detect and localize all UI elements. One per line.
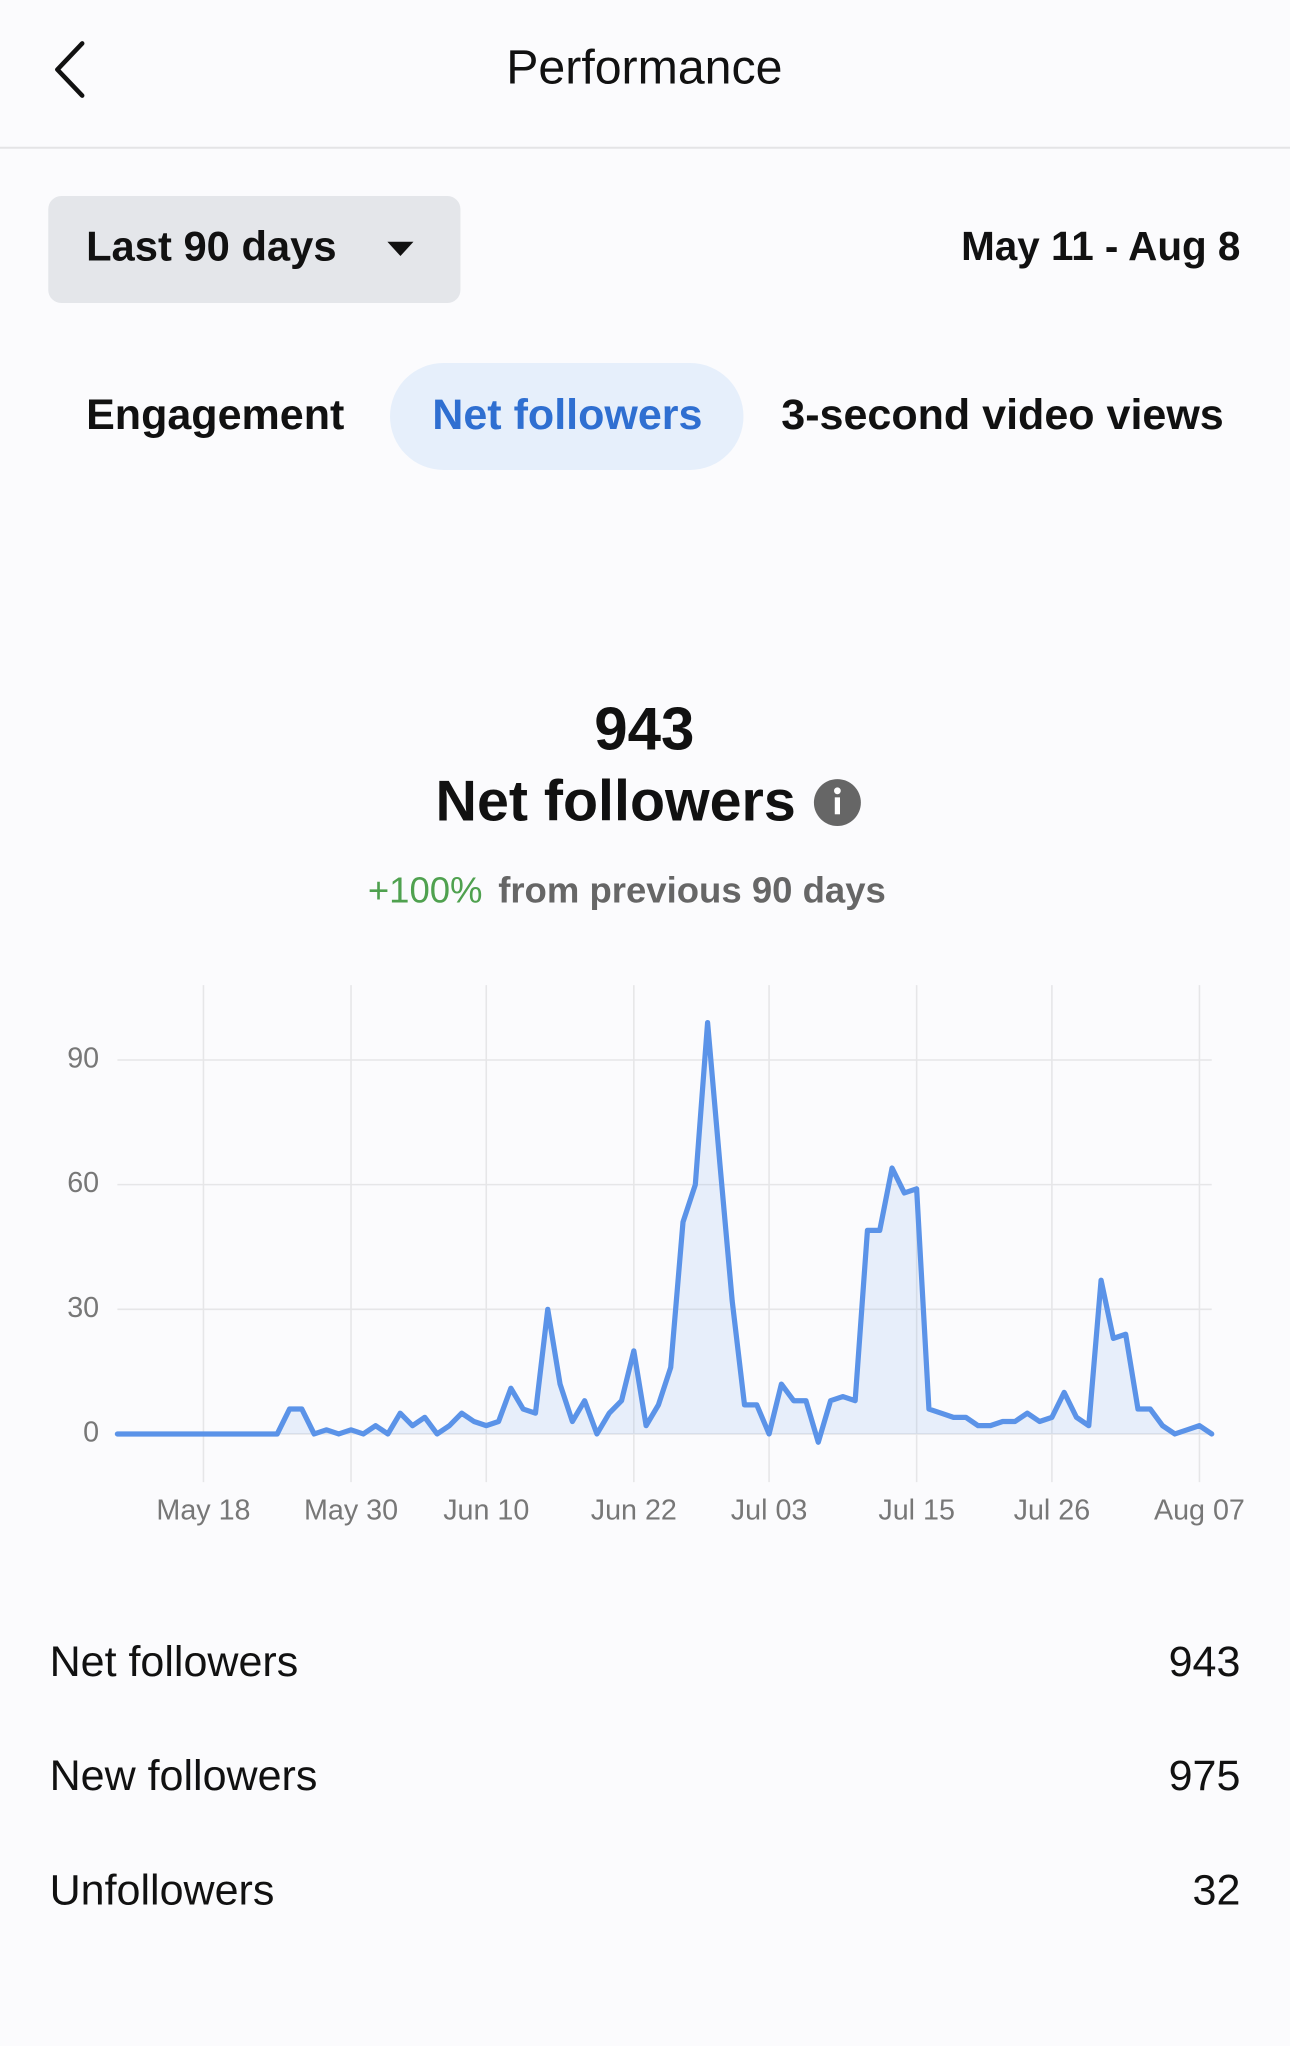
- tab-active[interactable]: Net followers: [432, 391, 702, 439]
- summary-total: 943: [594, 695, 694, 762]
- stat-label: New followers: [50, 1752, 318, 1800]
- y-tick-label: 60: [67, 1167, 99, 1199]
- x-tick-label: Jul 26: [1014, 1495, 1091, 1527]
- range-selector[interactable]: Last 90 days: [48, 196, 461, 303]
- area: [117, 1022, 1212, 1443]
- stat-label: Net followers: [50, 1638, 299, 1686]
- x-tick-label: Jun 10: [443, 1495, 529, 1527]
- info-stem: [834, 797, 840, 815]
- x-tick-label: May 30: [304, 1495, 398, 1527]
- summary-label: Net followers: [436, 769, 796, 833]
- active-tab-pill: [390, 363, 744, 470]
- y-tick-label: 90: [67, 1043, 99, 1075]
- x-tick-label: Aug 07: [1154, 1495, 1245, 1527]
- x-tick-label: Jun 22: [591, 1495, 677, 1527]
- tab[interactable]: 3-second video views: [781, 391, 1223, 439]
- selector-box[interactable]: [48, 196, 461, 303]
- tab[interactable]: Engagement: [86, 391, 344, 439]
- stat-value: 32: [1193, 1866, 1241, 1914]
- date-range: May 11 - Aug 8: [961, 223, 1240, 269]
- selector-label[interactable]: Last 90 days: [86, 223, 336, 270]
- line-chart: May 18 May 30 Jun 10 Jun 22 Jul 03 Jul 15 Jul …: [67, 985, 1245, 1527]
- y-tick-label: 0: [83, 1417, 99, 1449]
- stats-list: Net followers 943 New followers 975 Unfollow…: [50, 1638, 1241, 1914]
- back-button[interactable]: [55, 41, 85, 98]
- change-value: +100%: [368, 869, 483, 910]
- x-tick-label: Jul 03: [731, 1495, 808, 1527]
- stat-label: Unfollowers: [50, 1866, 275, 1914]
- y-tick-label: 30: [67, 1292, 99, 1324]
- x-tick-label: Jul 15: [878, 1495, 955, 1527]
- line: [114, 1019, 1215, 1445]
- x-tick-label: May 18: [156, 1495, 250, 1527]
- summary-change: +100% from previous 90 days: [368, 869, 886, 910]
- dropdown-caret: [387, 241, 414, 257]
- change-text: from previous 90 days: [498, 869, 886, 910]
- info-icon[interactable]: [813, 779, 861, 827]
- stat-value: 975: [1169, 1752, 1241, 1800]
- info-dot: [834, 787, 841, 795]
- page-title: Performance: [506, 41, 782, 95]
- stat-value: 943: [1169, 1638, 1241, 1686]
